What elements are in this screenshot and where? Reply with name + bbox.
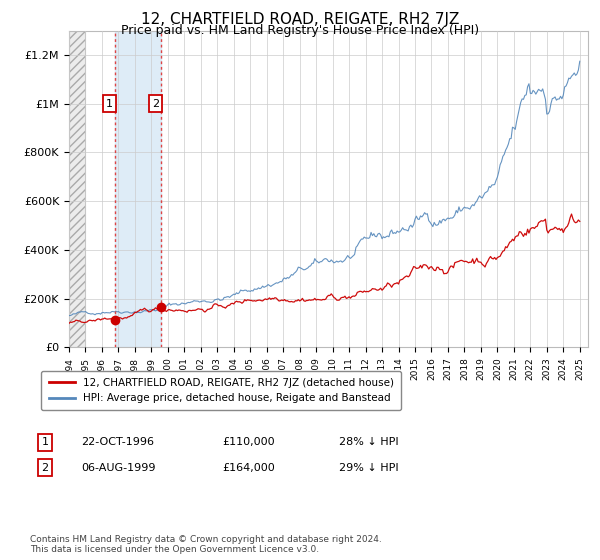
Text: Contains HM Land Registry data © Crown copyright and database right 2024.
This d: Contains HM Land Registry data © Crown c… (30, 535, 382, 554)
Text: 28% ↓ HPI: 28% ↓ HPI (339, 437, 398, 447)
Text: 2: 2 (152, 99, 159, 109)
Text: £164,000: £164,000 (222, 463, 275, 473)
Text: 1: 1 (106, 99, 113, 109)
Bar (115, 31, 161, 347)
Bar (69, 31, 85, 347)
Text: £110,000: £110,000 (222, 437, 275, 447)
Text: Price paid vs. HM Land Registry's House Price Index (HPI): Price paid vs. HM Land Registry's House … (121, 24, 479, 36)
Text: 1: 1 (41, 437, 49, 447)
Legend: 12, CHARTFIELD ROAD, REIGATE, RH2 7JZ (detached house), HPI: Average price, deta: 12, CHARTFIELD ROAD, REIGATE, RH2 7JZ (d… (41, 371, 401, 410)
Text: 29% ↓ HPI: 29% ↓ HPI (339, 463, 398, 473)
Text: 06-AUG-1999: 06-AUG-1999 (81, 463, 155, 473)
Text: 22-OCT-1996: 22-OCT-1996 (81, 437, 154, 447)
Text: 12, CHARTFIELD ROAD, REIGATE, RH2 7JZ: 12, CHARTFIELD ROAD, REIGATE, RH2 7JZ (141, 12, 459, 27)
Bar (69, 31, 85, 347)
Text: 2: 2 (41, 463, 49, 473)
